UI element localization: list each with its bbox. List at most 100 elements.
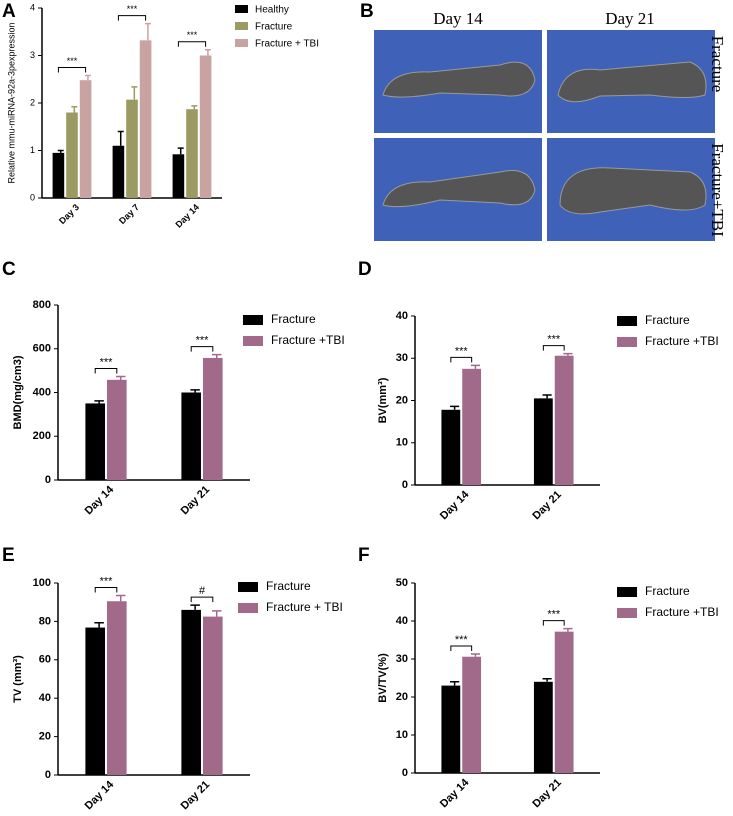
x-tick-label: Day 14: [173, 202, 201, 230]
error-bar: [542, 678, 552, 682]
error-bar: [190, 604, 200, 610]
y-tick-label: 20: [396, 691, 408, 703]
bar: [462, 368, 482, 485]
y-tick-label: 10: [396, 437, 408, 449]
panel-letter: E: [2, 545, 15, 566]
bar: [533, 398, 553, 485]
y-tick-label: 30: [396, 653, 408, 665]
error-bar: [450, 405, 460, 410]
x-tick-label: Day 21: [179, 779, 213, 813]
error-bar: [71, 106, 78, 113]
y-tick-label: 60: [39, 654, 51, 666]
error-bar: [177, 147, 184, 155]
significance-bracket: [94, 368, 118, 374]
bar: [441, 685, 461, 773]
error-bar: [190, 389, 200, 393]
significance-bracket: [450, 645, 473, 652]
significance-label: ***: [187, 30, 198, 40]
x-tick-label: Day 14: [83, 483, 117, 517]
significance-label: ***: [127, 4, 138, 14]
y-tick-label: 4: [30, 2, 35, 12]
legend-swatch: [235, 22, 248, 30]
significance-label: ***: [547, 334, 561, 346]
y-tick-label: 3: [30, 50, 35, 60]
significance-label: ***: [196, 335, 210, 347]
bar: [85, 627, 105, 775]
y-tick-label: 40: [39, 692, 51, 704]
error-bar: [84, 74, 91, 81]
error-bar: [563, 352, 573, 356]
y-tick-label: 20: [396, 394, 408, 406]
error-bar: [131, 86, 138, 100]
chart-panel: C 0 200 400 600 800 BMD(mg/cm3) *** Day 14 *** Day…: [2, 259, 345, 517]
chart-panel: F 0 10 20 30 40 50 BV/TV(%) *** Day 14 *** Day 21 Fr…: [358, 545, 719, 810]
significance-bracket: [94, 586, 118, 593]
bar: [112, 145, 125, 198]
error-bar: [470, 653, 480, 657]
y-tick-label: 20: [39, 731, 51, 743]
bar: [203, 357, 223, 480]
legend-swatch: [617, 608, 637, 618]
legend-swatch: [617, 587, 637, 597]
y-tick-label: 2: [30, 97, 35, 107]
y-tick-label: 0: [402, 767, 408, 779]
legend-label: Fracture +TBI: [645, 605, 719, 619]
y-axis-label: BMD(mg/cm3): [12, 355, 24, 429]
significance-label: #: [199, 585, 206, 597]
error-bar: [115, 594, 126, 602]
bar: [554, 631, 574, 773]
bar: [554, 355, 574, 485]
legend-label: Fracture +TBI: [645, 334, 719, 348]
x-tick-label: Day 3: [57, 202, 81, 226]
bar: [181, 609, 201, 775]
panel-letter: F: [358, 545, 370, 566]
significance-bracket: [190, 346, 214, 352]
error-bar: [115, 375, 126, 380]
significance-label: ***: [100, 356, 114, 368]
y-tick-label: 200: [33, 430, 51, 442]
row-label: Fracture: [708, 36, 727, 93]
legend-swatch: [243, 336, 263, 346]
significance-bracket: [177, 41, 207, 47]
bar: [107, 601, 127, 775]
y-tick-label: 0: [45, 474, 51, 486]
y-tick-label: 80: [39, 615, 51, 627]
y-tick-label: 1: [30, 145, 35, 155]
legend-swatch: [238, 603, 258, 613]
significance-label: ***: [547, 609, 561, 621]
legend-label: Healthy: [255, 5, 289, 16]
error-bar: [450, 681, 460, 686]
y-tick-label: 400: [33, 386, 51, 398]
chart-panel: E 0 20 40 60 80 100 TV (mm³) *** Day 14 # Day 21 Fra…: [2, 545, 343, 812]
bar: [79, 80, 92, 198]
bar: [85, 403, 105, 480]
y-axis-label: BV(mm³): [377, 377, 389, 423]
legend-swatch: [235, 39, 248, 47]
significance-label: ***: [67, 56, 78, 66]
legend-label: Fracture: [255, 22, 293, 33]
y-tick-label: 0: [402, 479, 408, 491]
legend-label: Fracture: [645, 313, 690, 327]
y-tick-label: 800: [33, 299, 51, 311]
panel-letter: C: [2, 259, 16, 280]
bar: [126, 99, 138, 198]
bar: [186, 109, 198, 198]
bar: [441, 409, 461, 485]
error-bar: [144, 22, 151, 41]
bar: [199, 55, 212, 198]
y-tick-label: 30: [396, 352, 408, 364]
y-tick-label: 100: [33, 577, 51, 589]
error-bar: [57, 149, 64, 153]
legend-label: Fracture: [645, 584, 690, 598]
bar: [52, 152, 65, 198]
bar: [462, 656, 482, 773]
chart-panel: A 0 1 2 3 4 Relative mmu-miRNA-92a-3pexpressio…: [2, 1, 319, 230]
legend-label: Fracture: [271, 312, 316, 326]
x-tick-label: Day 21: [530, 489, 564, 523]
micro-ct-panel: B Day 14 Day 21 Fracture Fracture+TBI: [360, 1, 727, 241]
y-tick-label: 40: [396, 615, 408, 627]
y-tick-label: 40: [396, 310, 408, 322]
legend-swatch: [238, 582, 258, 592]
